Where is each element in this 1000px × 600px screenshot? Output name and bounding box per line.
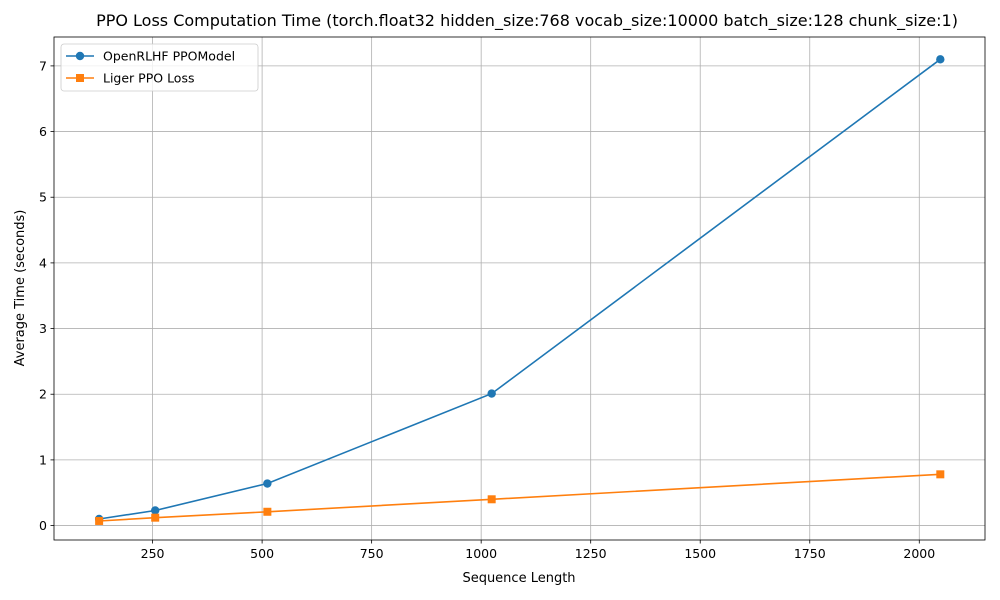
x-tick-label: 750 [360, 546, 384, 561]
legend-item-2: Liger PPO Loss [66, 71, 194, 86]
legend-item-1: OpenRLHF PPOModel [66, 49, 235, 64]
x-tick-label: 250 [141, 546, 165, 561]
y-tick-label: 0 [39, 518, 47, 533]
x-tick-label: 1500 [684, 546, 716, 561]
series-2 [95, 470, 945, 525]
legend: OpenRLHF PPOModel Liger PPO Loss [60, 43, 259, 92]
legend-box [60, 43, 259, 92]
legend-label: OpenRLHF PPOModel [103, 49, 235, 64]
data-point [263, 507, 272, 516]
data-point [487, 389, 496, 398]
series-1 [94, 55, 945, 524]
y-tick-label: 6 [39, 124, 47, 139]
x-axis-label: Sequence Length [462, 571, 575, 586]
x-axis: 250 500 750 1000 1250 1500 1750 2000 [141, 540, 935, 561]
y-tick-label: 7 [39, 58, 47, 73]
series-line [99, 473, 941, 522]
x-tick-label: 1000 [465, 546, 497, 561]
y-tick-label: 1 [39, 452, 47, 467]
data-point [263, 479, 272, 488]
data-point [151, 513, 160, 522]
x-tick-label: 1250 [575, 546, 607, 561]
legend-marker [75, 51, 85, 61]
x-tick-label: 500 [250, 546, 274, 561]
x-tick-label: 2000 [903, 546, 935, 561]
data-point [151, 506, 160, 515]
y-axis-label: Average Time (seconds) [13, 210, 28, 367]
y-axis: 0 1 2 3 4 5 6 7 [39, 58, 54, 533]
y-tick-label: 2 [39, 387, 47, 402]
data-point [936, 55, 945, 64]
y-tick-label: 3 [39, 321, 47, 336]
grid-lines [54, 37, 985, 540]
legend-marker [76, 74, 84, 82]
data-point [487, 495, 496, 504]
series-line [98, 58, 941, 520]
x-tick-label: 1750 [794, 546, 826, 561]
legend-label: Liger PPO Loss [103, 71, 194, 86]
y-tick-label: 4 [39, 255, 47, 270]
y-tick-label: 5 [39, 190, 47, 205]
data-point [95, 516, 104, 525]
series-layer [94, 55, 945, 525]
data-point [936, 470, 945, 479]
plot-area-frame [53, 36, 986, 541]
chart-title: PPO Loss Computation Time (torch.float32… [96, 11, 958, 31]
